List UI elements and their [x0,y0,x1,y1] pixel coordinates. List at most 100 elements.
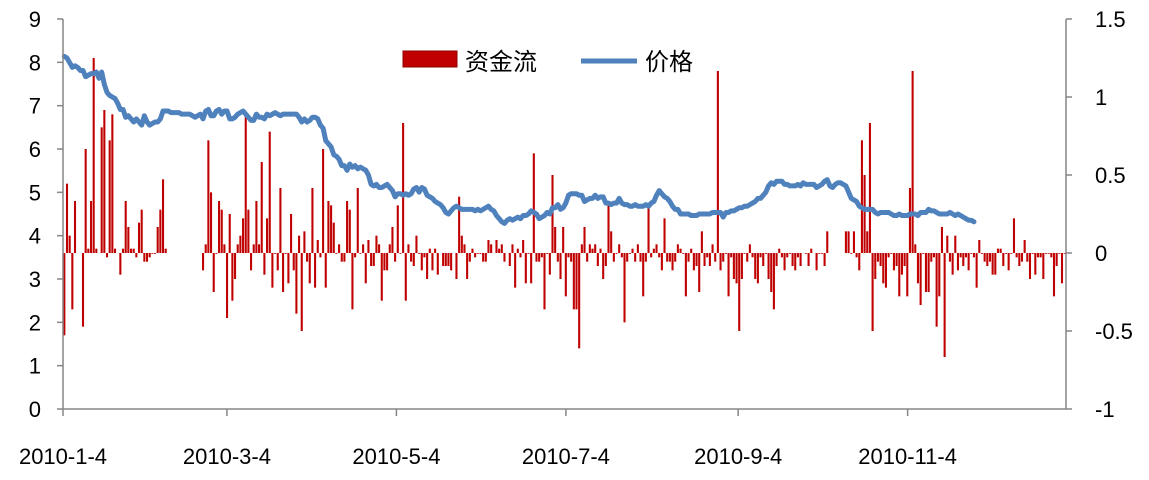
bar [615,253,618,254]
bar [967,253,970,271]
bar [484,253,487,262]
bar [495,240,498,253]
bar [951,253,954,275]
bar [308,253,311,284]
bar [767,253,770,279]
bar [306,253,309,262]
bar [311,188,314,253]
bar [282,253,285,292]
bar [644,253,647,262]
bar [143,253,146,262]
bar [103,110,106,253]
bar [335,253,338,254]
bar [698,253,701,292]
bar [796,253,799,258]
bar [1004,253,1008,254]
bar [338,244,341,253]
bar [650,253,653,258]
bar [343,253,346,262]
bar [530,253,533,284]
bar [68,235,71,253]
bar [722,253,725,262]
y-left-tick-label: 3 [29,267,41,292]
legend-swatch-bar [402,50,458,68]
legend-label-bar: 资金流 [465,48,537,76]
bar [612,253,615,262]
bar [367,240,370,253]
bar [129,248,133,253]
bar [244,114,247,253]
bar [903,253,906,266]
bar [751,253,754,258]
bar [210,192,213,253]
bar [284,253,287,254]
bar [386,253,389,271]
bar [1031,253,1034,254]
bar [988,253,992,262]
bar [236,244,239,253]
bar [145,253,149,262]
bar [554,227,557,253]
bar [258,244,261,253]
bar [346,201,349,253]
bar [858,253,861,271]
bar [351,253,354,310]
legend: 资金流 价格 [402,48,693,76]
bar [348,209,351,253]
bar [388,244,391,253]
bar [562,227,565,253]
bar [548,253,551,275]
bar [434,248,437,253]
bar [231,253,234,301]
bar [423,253,426,258]
bar [164,248,167,253]
bar-series [63,58,1066,357]
bar [972,253,976,258]
bar [604,253,607,266]
bar [703,253,706,266]
y-left-tick-label: 0 [29,397,41,422]
bar [732,253,735,279]
bar [964,253,968,258]
bar [788,253,791,254]
axes: 0 1 2 3 4 5 6 7 8 9 -1 -0.5 0 0.5 1 1.5 2010-1-4 2010-3-4… [19,7,1133,469]
bar [322,149,325,253]
bar [855,253,858,258]
bar [786,253,789,258]
bar [228,214,231,253]
bar [124,201,127,253]
bar [73,201,77,253]
bar [938,253,941,297]
bar [260,162,263,253]
bar [996,248,1000,253]
bar [826,231,829,253]
bar [676,244,679,253]
bar [895,253,898,266]
bar [538,253,541,262]
bar [775,253,778,266]
bar [887,253,890,258]
bar [639,253,642,262]
bar [263,253,266,275]
bar [532,153,535,253]
bar [252,244,255,253]
bar [1015,253,1018,258]
bar [674,253,677,262]
bar [482,253,485,262]
bar [999,248,1002,253]
bar [1007,253,1010,271]
bar [100,127,103,253]
bar [607,201,610,253]
bar [631,248,634,253]
x-tick-label: 2010-3-4 [183,444,271,469]
bar [975,253,978,288]
bar [852,231,855,253]
bar [415,235,418,253]
bar [647,205,650,253]
bar [754,253,757,279]
bar [516,248,519,253]
bar [274,253,277,254]
bar [135,253,138,258]
bar [108,140,111,253]
